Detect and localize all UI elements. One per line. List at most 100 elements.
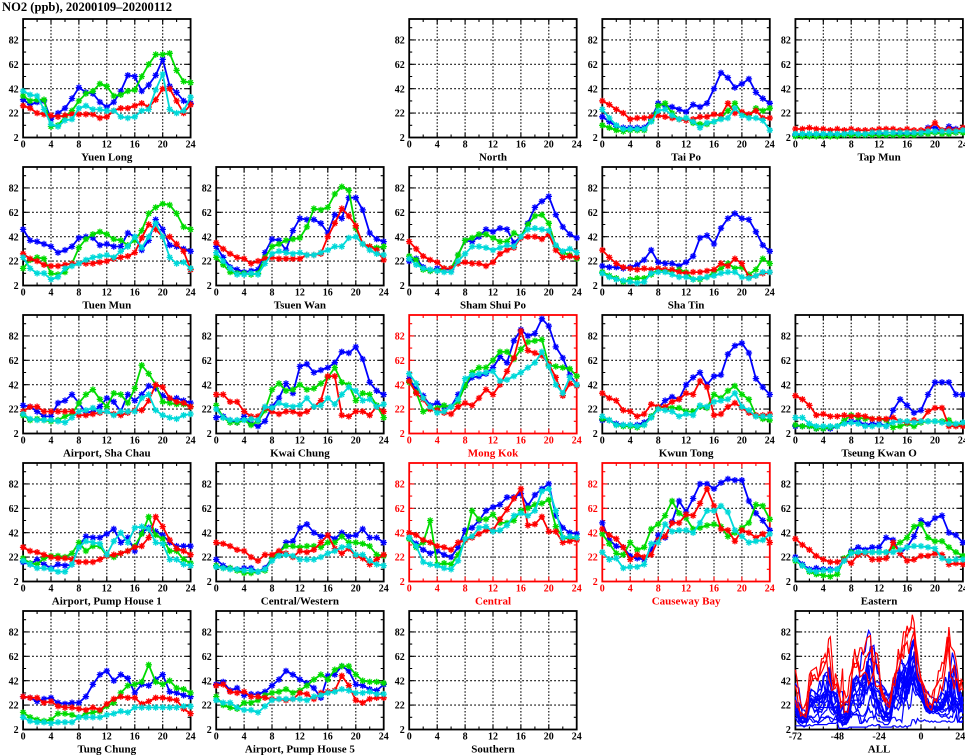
svg-text:22: 22 bbox=[202, 553, 212, 564]
svg-text:8: 8 bbox=[76, 140, 81, 151]
svg-text:2: 2 bbox=[14, 133, 19, 144]
svg-text:2: 2 bbox=[207, 429, 212, 440]
svg-text:4: 4 bbox=[628, 140, 633, 151]
svg-text:20: 20 bbox=[351, 584, 361, 595]
svg-text:22: 22 bbox=[588, 553, 598, 564]
svg-text:4: 4 bbox=[49, 140, 54, 151]
svg-text:42: 42 bbox=[9, 380, 19, 391]
svg-text:20: 20 bbox=[351, 732, 361, 743]
svg-text:82: 82 bbox=[395, 184, 405, 195]
svg-text:4: 4 bbox=[49, 436, 54, 447]
svg-text:12: 12 bbox=[681, 140, 691, 151]
svg-text:82: 82 bbox=[202, 332, 212, 343]
svg-text:62: 62 bbox=[202, 504, 212, 515]
svg-text:16: 16 bbox=[323, 584, 333, 595]
svg-text:62: 62 bbox=[781, 60, 791, 71]
svg-text:62: 62 bbox=[395, 652, 405, 663]
svg-text:-48: -48 bbox=[831, 732, 844, 743]
svg-text:Central: Central bbox=[475, 596, 511, 608]
svg-text:16: 16 bbox=[130, 288, 140, 299]
svg-text:42: 42 bbox=[781, 676, 791, 687]
svg-text:62: 62 bbox=[395, 504, 405, 515]
svg-text:22: 22 bbox=[588, 405, 598, 416]
svg-text:82: 82 bbox=[588, 480, 598, 491]
svg-text:0: 0 bbox=[21, 436, 26, 447]
svg-text:Tung Chung: Tung Chung bbox=[77, 744, 136, 755]
svg-text:2: 2 bbox=[400, 281, 405, 292]
svg-text:2: 2 bbox=[207, 577, 212, 588]
svg-text:0: 0 bbox=[600, 288, 605, 299]
svg-text:4: 4 bbox=[435, 584, 440, 595]
svg-text:62: 62 bbox=[781, 504, 791, 515]
svg-text:12: 12 bbox=[681, 584, 691, 595]
svg-text:62: 62 bbox=[202, 652, 212, 663]
svg-text:8: 8 bbox=[463, 436, 468, 447]
svg-text:16: 16 bbox=[130, 732, 140, 743]
svg-text:Eastern: Eastern bbox=[861, 596, 898, 608]
svg-text:4: 4 bbox=[821, 140, 826, 151]
svg-text:0: 0 bbox=[214, 288, 219, 299]
svg-text:20: 20 bbox=[544, 436, 554, 447]
svg-text:2: 2 bbox=[593, 429, 598, 440]
svg-text:42: 42 bbox=[202, 528, 212, 539]
svg-text:12: 12 bbox=[874, 584, 884, 595]
svg-text:24: 24 bbox=[955, 732, 965, 743]
svg-text:12: 12 bbox=[874, 140, 884, 151]
svg-text:Southern: Southern bbox=[471, 744, 514, 755]
svg-text:62: 62 bbox=[395, 356, 405, 367]
svg-text:16: 16 bbox=[130, 140, 140, 151]
svg-text:62: 62 bbox=[202, 356, 212, 367]
svg-text:4: 4 bbox=[435, 436, 440, 447]
svg-text:82: 82 bbox=[588, 332, 598, 343]
svg-text:62: 62 bbox=[588, 208, 598, 219]
svg-text:82: 82 bbox=[395, 628, 405, 639]
svg-text:2: 2 bbox=[593, 281, 598, 292]
svg-text:82: 82 bbox=[9, 480, 19, 491]
svg-text:82: 82 bbox=[202, 184, 212, 195]
svg-text:24: 24 bbox=[958, 584, 965, 595]
svg-text:0: 0 bbox=[793, 584, 798, 595]
svg-text:4: 4 bbox=[628, 584, 633, 595]
svg-text:24: 24 bbox=[186, 140, 196, 151]
svg-text:16: 16 bbox=[902, 584, 912, 595]
svg-text:0: 0 bbox=[600, 436, 605, 447]
svg-text:42: 42 bbox=[588, 84, 598, 95]
svg-text:16: 16 bbox=[516, 732, 526, 743]
svg-text:82: 82 bbox=[781, 480, 791, 491]
svg-text:12: 12 bbox=[874, 436, 884, 447]
svg-text:Mong Kok: Mong Kok bbox=[468, 448, 519, 460]
svg-text:82: 82 bbox=[395, 36, 405, 47]
svg-text:Causeway Bay: Causeway Bay bbox=[652, 596, 721, 608]
svg-text:62: 62 bbox=[9, 652, 19, 663]
svg-text:20: 20 bbox=[737, 436, 747, 447]
svg-text:0: 0 bbox=[793, 140, 798, 151]
svg-text:8: 8 bbox=[463, 732, 468, 743]
svg-text:Tsuen Wan: Tsuen Wan bbox=[274, 300, 326, 312]
svg-text:42: 42 bbox=[202, 380, 212, 391]
svg-text:24: 24 bbox=[379, 436, 389, 447]
svg-text:4: 4 bbox=[242, 584, 247, 595]
svg-text:2: 2 bbox=[14, 577, 19, 588]
svg-text:24: 24 bbox=[186, 436, 196, 447]
svg-text:22: 22 bbox=[395, 553, 405, 564]
svg-text:0: 0 bbox=[21, 140, 26, 151]
svg-text:62: 62 bbox=[9, 208, 19, 219]
svg-text:42: 42 bbox=[588, 380, 598, 391]
svg-text:20: 20 bbox=[351, 436, 361, 447]
svg-text:22: 22 bbox=[588, 257, 598, 268]
svg-text:2: 2 bbox=[786, 133, 791, 144]
svg-text:12: 12 bbox=[102, 436, 112, 447]
svg-text:Sha Tin: Sha Tin bbox=[668, 300, 705, 312]
svg-text:8: 8 bbox=[270, 288, 275, 299]
svg-text:82: 82 bbox=[9, 628, 19, 639]
svg-text:12: 12 bbox=[488, 288, 498, 299]
svg-text:4: 4 bbox=[628, 436, 633, 447]
svg-text:12: 12 bbox=[295, 732, 305, 743]
svg-text:2: 2 bbox=[400, 725, 405, 736]
svg-text:22: 22 bbox=[588, 109, 598, 120]
svg-text:8: 8 bbox=[270, 732, 275, 743]
svg-text:2: 2 bbox=[400, 429, 405, 440]
svg-text:Airport, Pump House 1: Airport, Pump House 1 bbox=[52, 596, 162, 608]
svg-text:20: 20 bbox=[737, 140, 747, 151]
svg-text:20: 20 bbox=[737, 288, 747, 299]
